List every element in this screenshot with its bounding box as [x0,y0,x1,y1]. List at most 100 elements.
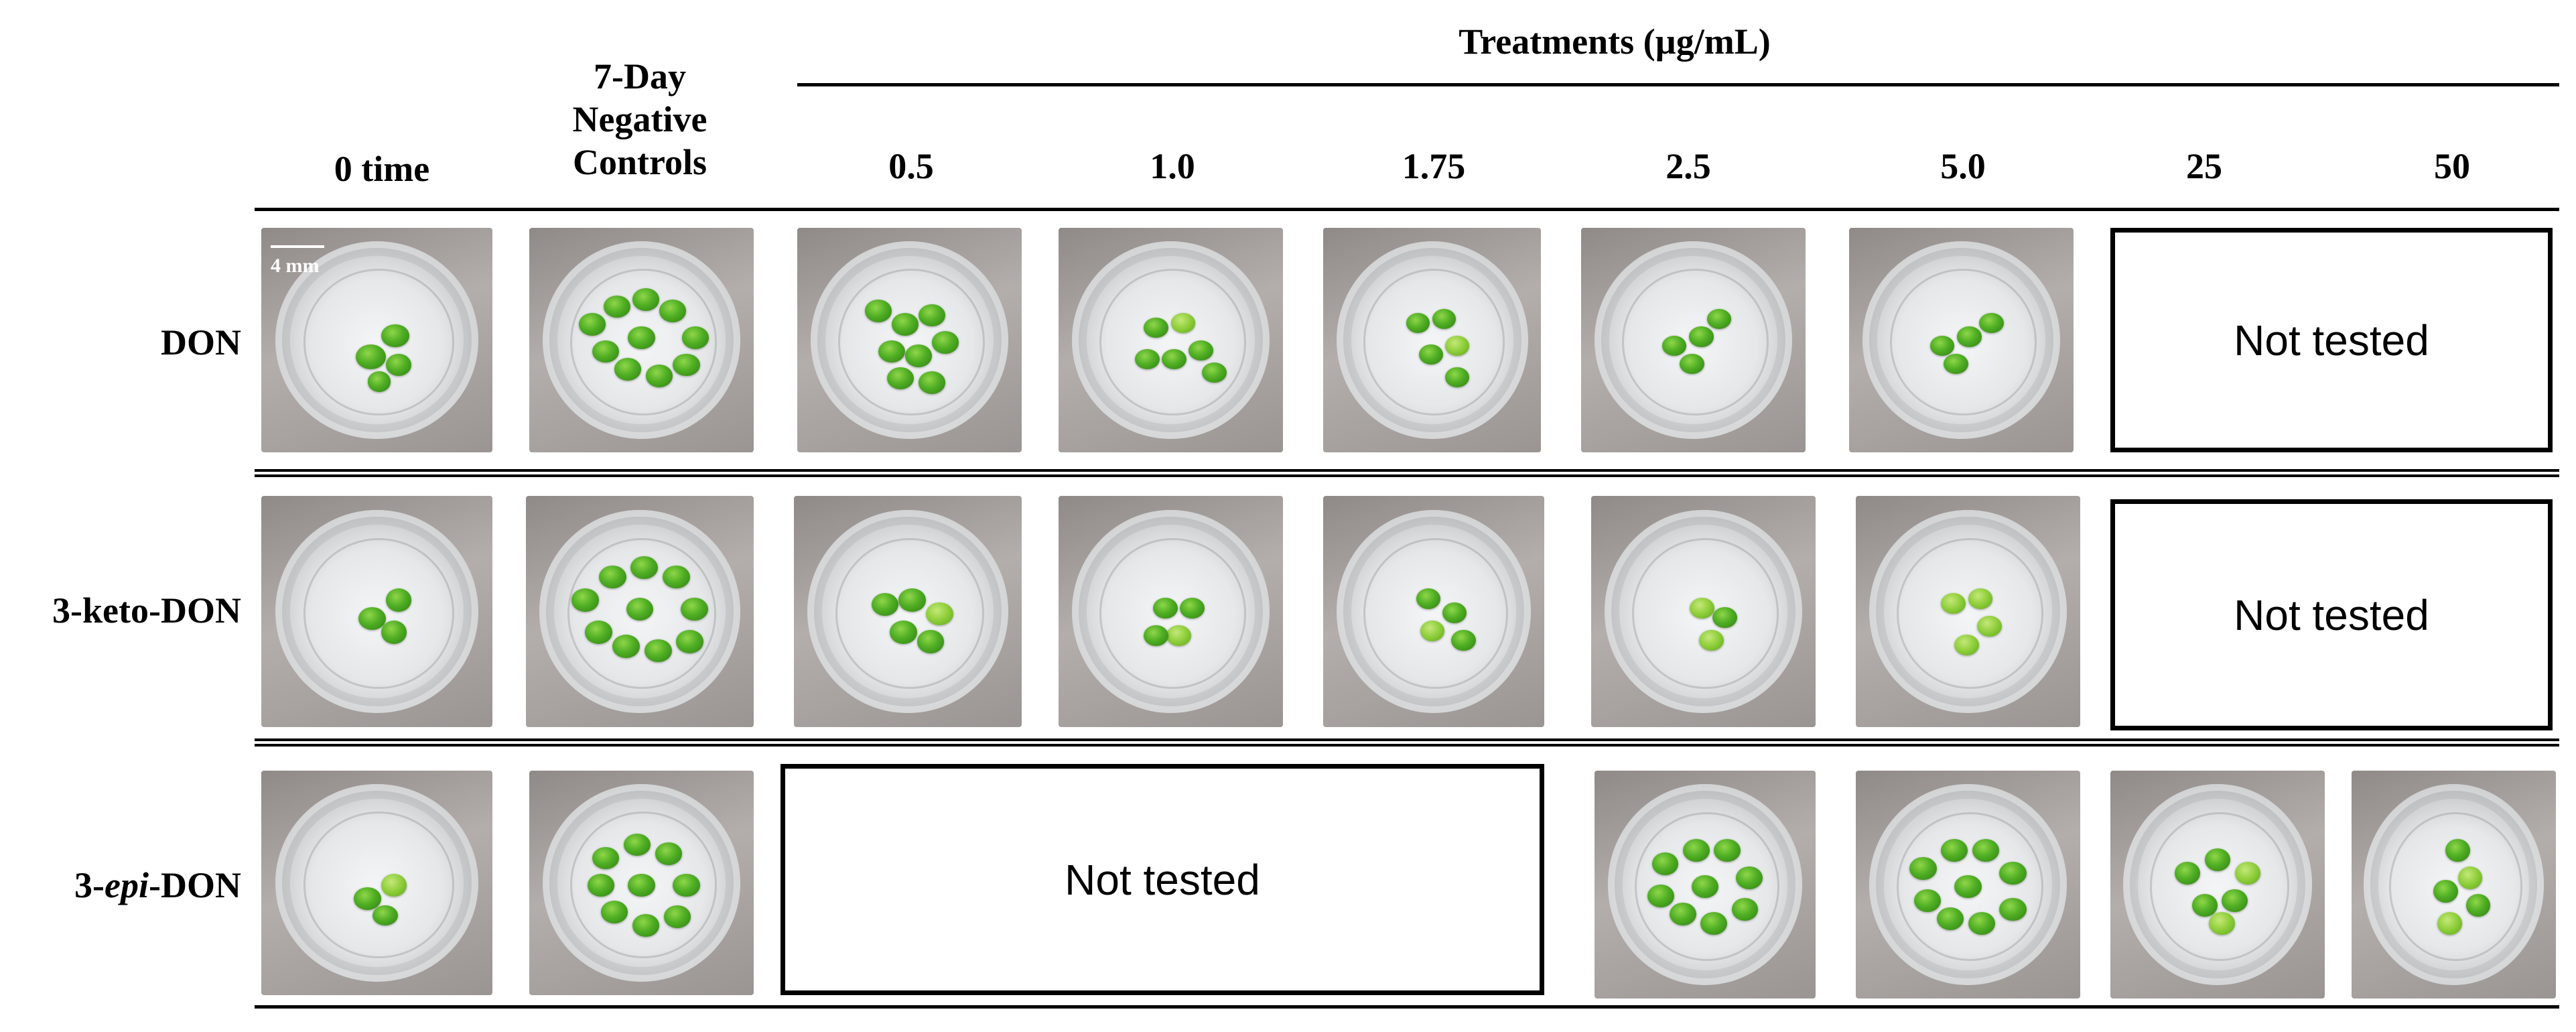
duckweed-frond [681,597,708,621]
duckweed-frond [2457,866,2483,889]
duckweed-frond [1144,625,1169,647]
duckweed-frond [655,842,682,865]
duckweed-frond [1152,597,1178,619]
duckweed-frond [1954,875,1982,899]
not-tested-box-don: Not tested [2110,228,2553,452]
row-label-don: DON [161,322,241,363]
duckweed-frond [585,621,613,644]
duckweed-frond [592,846,619,870]
duckweed-frond [603,295,630,318]
duckweed-frond [1700,911,1727,935]
duckweed-frond [626,597,654,621]
duckweed-frond [918,304,946,327]
col-header-neg-line1: 7-Day [594,56,686,96]
duckweed-frond [1714,839,1741,862]
duckweed-frond [644,639,672,663]
well-3-keto-1.75 [1323,496,1544,727]
duckweed-frond [1683,839,1710,862]
col-header-conc-1: 1.0 [1150,146,1195,186]
well-3-keto-0.5 [794,496,1022,727]
duckweed-frond [1189,340,1214,361]
dish [1595,241,1792,439]
well-don-0.5 [797,228,1022,452]
dish [1072,241,1270,439]
duckweed-frond [1445,335,1469,356]
well-3-epi-25 [2110,771,2325,998]
not-tested-box-3-keto: Not tested [2110,499,2553,730]
well-3-keto-0-time [261,496,492,727]
row-label-italic: epi [105,865,149,905]
well-3-epi-5.0 [1856,771,2080,998]
duckweed-frond [664,905,691,928]
col-header-conc-0: 0.5 [888,146,934,186]
duckweed-frond [381,874,407,897]
duckweed-frond [588,874,615,897]
duckweed-frond [887,367,914,390]
duckweed-frond [1445,367,1469,387]
duckweed-frond [1166,625,1191,647]
duckweed-frond [673,353,700,377]
duckweed-frond [1670,903,1696,926]
duckweed-frond [571,588,599,612]
duckweed-frond [2445,839,2470,862]
duckweed-frond [2191,893,2218,917]
duckweed-frond [367,371,391,392]
duckweed-frond [878,340,905,363]
well-don-2.5 [1581,228,1806,452]
duckweed-frond [871,592,899,617]
duckweed-frond [1170,313,1196,334]
duckweed-frond [1162,348,1187,370]
duckweed-frond [1688,326,1714,347]
duckweed-frond [1941,592,1966,614]
duckweed-frond [926,602,953,626]
well-3-keto-5.0 [1856,496,2080,727]
col-header-neg-line3: Controls [572,142,707,182]
dish [275,241,479,439]
dish [811,241,1008,439]
duckweed-frond [1736,866,1763,889]
well-3-epi-2.5 [1595,771,1816,998]
duckweed-frond [1999,862,2027,885]
duckweed-frond [2222,889,2248,912]
duckweed-frond [1179,597,1205,619]
well-don-1.0 [1059,228,1283,452]
duckweed-frond [598,565,626,588]
well-3-epi-50 [2352,771,2556,998]
duckweed-frond [2209,911,2235,935]
duckweed-frond [623,833,651,856]
duckweed-frond [659,300,687,322]
duckweed-frond [2433,880,2458,903]
duckweed-frond [2204,848,2231,871]
duckweed-frond [354,887,382,910]
row-label-3-epi-don: 3-epi-DON [0,864,241,906]
duckweed-frond [386,588,412,612]
duckweed-frond [372,905,398,926]
well-3-epi-0-time [261,771,492,995]
duckweed-frond [2175,862,2201,885]
scale-bar [271,245,324,248]
duckweed-frond [1979,313,2005,334]
duckweed-frond [1680,353,1705,374]
duckweed-frond [1929,335,1955,356]
not-tested-label: Not tested [2234,590,2429,639]
duckweed-frond [1914,889,1942,912]
duckweed-frond [676,630,704,653]
duckweed-frond [614,358,642,381]
duckweed-frond [1909,857,1937,881]
duckweed-frond [601,901,628,923]
col-header-conc-3: 2.5 [1666,146,1711,186]
row-rule-1 [255,469,2559,472]
row-label-suffix: -DON [149,865,241,905]
duckweed-frond [1432,308,1456,329]
duckweed-frond [1134,348,1160,370]
duckweed-frond [1202,363,1227,383]
well-3-keto-2.5 [1591,496,1816,727]
duckweed-frond [898,588,927,612]
col-header-conc-6: 50 [2434,146,2470,186]
dish [807,509,1008,714]
row-rule-2b [255,744,2559,747]
duckweed-frond [1662,335,1687,356]
duckweed-frond [1690,597,1715,619]
duckweed-frond [628,874,655,897]
duckweed-frond [932,331,959,354]
